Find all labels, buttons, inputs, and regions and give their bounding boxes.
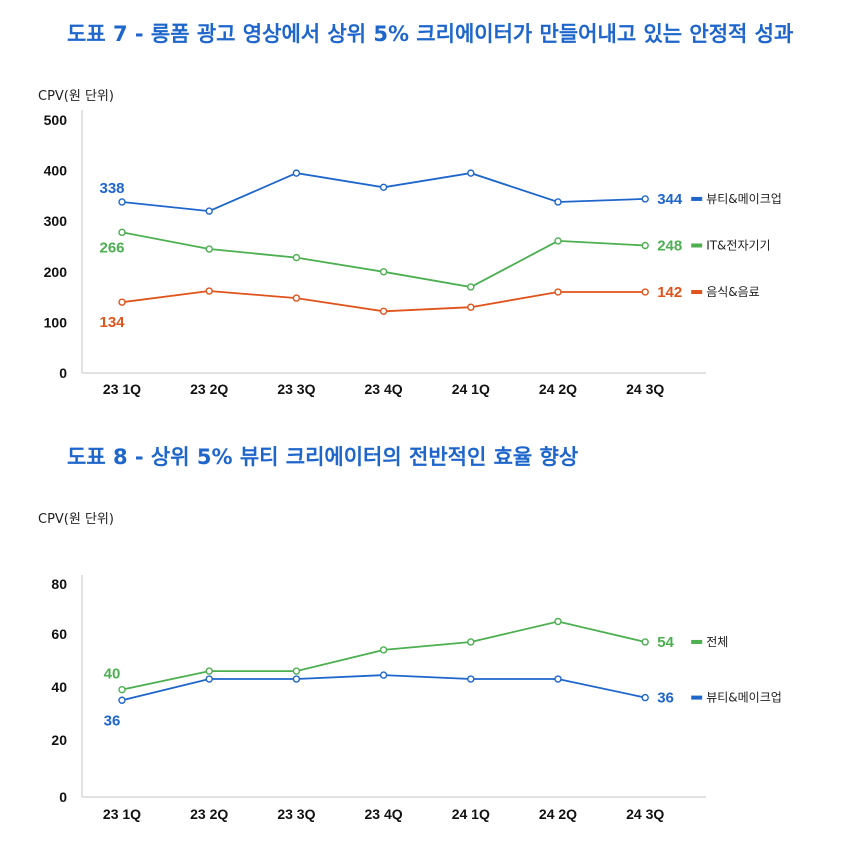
x-tick-label: 23 4Q [365, 381, 403, 397]
x-tick-label: 23 1Q [103, 381, 141, 397]
chart-title: 도표 8 - 상위 5% 뷰티 크리에이터의 전반적인 효율 향상 [67, 445, 579, 469]
data-point [554, 617, 562, 626]
data-point [641, 241, 649, 250]
x-tick-label: 24 2Q [539, 381, 577, 397]
x-tick-label: 23 1Q [103, 806, 141, 822]
legend-label: 뷰티&메이크업 [706, 691, 782, 705]
data-point [641, 638, 649, 646]
data-point [292, 253, 301, 262]
data-label: 344 [657, 191, 683, 208]
data-point [292, 169, 301, 177]
data-label: 36 [657, 690, 674, 707]
y-axis-title: CPV(원 단위) [38, 89, 114, 104]
data-point [467, 303, 475, 311]
data-label: 36 [104, 712, 121, 729]
data-point [379, 646, 388, 654]
data-label: 266 [99, 239, 124, 256]
data-point [467, 283, 475, 291]
x-tick-label: 24 1Q [452, 806, 490, 822]
y-tick-label: 20 [51, 732, 67, 748]
y-tick-label: 200 [44, 264, 68, 280]
x-tick-label: 23 2Q [190, 806, 228, 822]
data-point [554, 288, 562, 296]
legend-label: 음식&음료 [706, 285, 760, 299]
data-point [292, 294, 301, 302]
legend-swatch [691, 290, 703, 295]
series-line [121, 172, 646, 213]
data-label: 134 [99, 314, 125, 331]
legend-swatch [691, 639, 703, 644]
y-tick-label: 0 [59, 365, 67, 381]
y-tick-label: 100 [44, 314, 68, 330]
y-axis-title: CPV(원 단위) [38, 512, 114, 527]
legend-label: 전체 [706, 635, 728, 649]
data-point [641, 195, 649, 203]
data-point [467, 638, 475, 646]
y-tick-label: 500 [44, 112, 68, 128]
data-label: 338 [99, 180, 124, 197]
x-tick-label: 23 2Q [190, 381, 228, 397]
data-point [118, 228, 126, 237]
chart-title: 도표 7 - 롱폼 광고 영상에서 상위 5% 크리에이터가 만들어내고 있는 … [67, 22, 794, 46]
data-point [467, 169, 475, 177]
data-label: 54 [657, 634, 674, 651]
x-tick-label: 24 3Q [626, 806, 664, 822]
y-tick-label: 40 [51, 679, 67, 695]
data-point [379, 268, 388, 276]
data-point [641, 693, 649, 702]
data-point [205, 667, 213, 675]
legend-swatch [691, 243, 703, 248]
y-tick-label: 60 [51, 626, 67, 642]
x-tick-label: 23 3Q [277, 806, 315, 822]
data-label: 142 [657, 284, 682, 301]
data-point [118, 298, 126, 306]
data-label: 40 [104, 666, 121, 683]
x-tick-label: 24 2Q [539, 806, 577, 822]
legend-swatch [691, 196, 703, 201]
data-point [118, 696, 126, 704]
data-point [554, 675, 562, 683]
data-point [205, 287, 213, 295]
data-point [205, 245, 213, 253]
data-point [205, 675, 213, 683]
legend-swatch [691, 695, 703, 700]
x-tick-label: 24 3Q [626, 381, 664, 397]
data-point [379, 307, 388, 315]
series-line [121, 674, 646, 702]
data-point [554, 237, 562, 245]
data-point [118, 685, 126, 694]
legend-label: 뷰티&메이크업 [706, 192, 782, 206]
data-point [379, 183, 388, 191]
y-tick-label: 300 [44, 213, 68, 229]
y-tick-label: 0 [59, 789, 67, 805]
y-tick-label: 400 [44, 163, 68, 179]
series-line [121, 620, 646, 691]
data-point [467, 675, 475, 683]
data-point [379, 671, 388, 679]
x-tick-label: 23 3Q [277, 381, 315, 397]
data-point [205, 207, 213, 215]
legend-label: IT&전자기기 [706, 238, 770, 252]
data-point [554, 198, 562, 206]
series-line [121, 231, 646, 288]
data-point [118, 198, 126, 206]
x-tick-label: 24 1Q [452, 381, 490, 397]
data-point [292, 667, 301, 675]
y-tick-label: 80 [51, 576, 67, 592]
data-label: 248 [657, 237, 682, 254]
data-point [641, 288, 649, 296]
data-point [292, 675, 301, 683]
x-tick-label: 23 4Q [365, 806, 403, 822]
